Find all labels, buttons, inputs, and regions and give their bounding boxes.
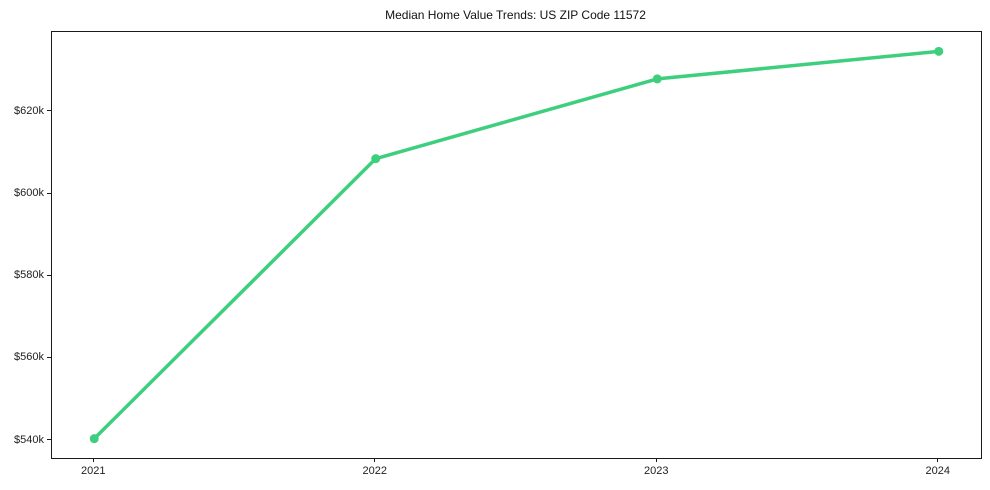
y-tick-label: $540k <box>14 433 44 446</box>
line-chart-svg <box>89 46 944 444</box>
x-tick-label: 2023 <box>644 465 669 477</box>
data-point-marker <box>89 434 99 444</box>
x-tick-mark <box>937 458 939 462</box>
chart-title: Median Home Value Trends: US ZIP Code 11… <box>385 8 646 22</box>
x-tick-label: 2022 <box>362 465 387 477</box>
x-tick-label: 2021 <box>80 465 106 477</box>
y-tick-mark <box>47 110 51 112</box>
y-tick-label: $580k <box>14 269 44 282</box>
x-tick-label: 2024 <box>925 465 950 477</box>
series-line <box>92 49 941 441</box>
x-tick-mark <box>374 458 376 462</box>
y-tick-mark <box>47 192 51 194</box>
x-tick-mark <box>655 458 657 462</box>
data-point-marker <box>371 154 381 164</box>
data-point-marker <box>934 46 944 56</box>
y-tick-label: $600k <box>14 187 44 200</box>
y-tick-mark <box>47 356 51 359</box>
plot-area <box>51 31 982 459</box>
y-tick-mark <box>47 274 51 276</box>
y-tick-label: $560k <box>14 351 44 364</box>
y-tick-mark <box>47 439 51 441</box>
data-point-marker <box>652 74 662 84</box>
y-tick-label: $620k <box>14 104 44 117</box>
x-tick-mark <box>92 458 94 462</box>
